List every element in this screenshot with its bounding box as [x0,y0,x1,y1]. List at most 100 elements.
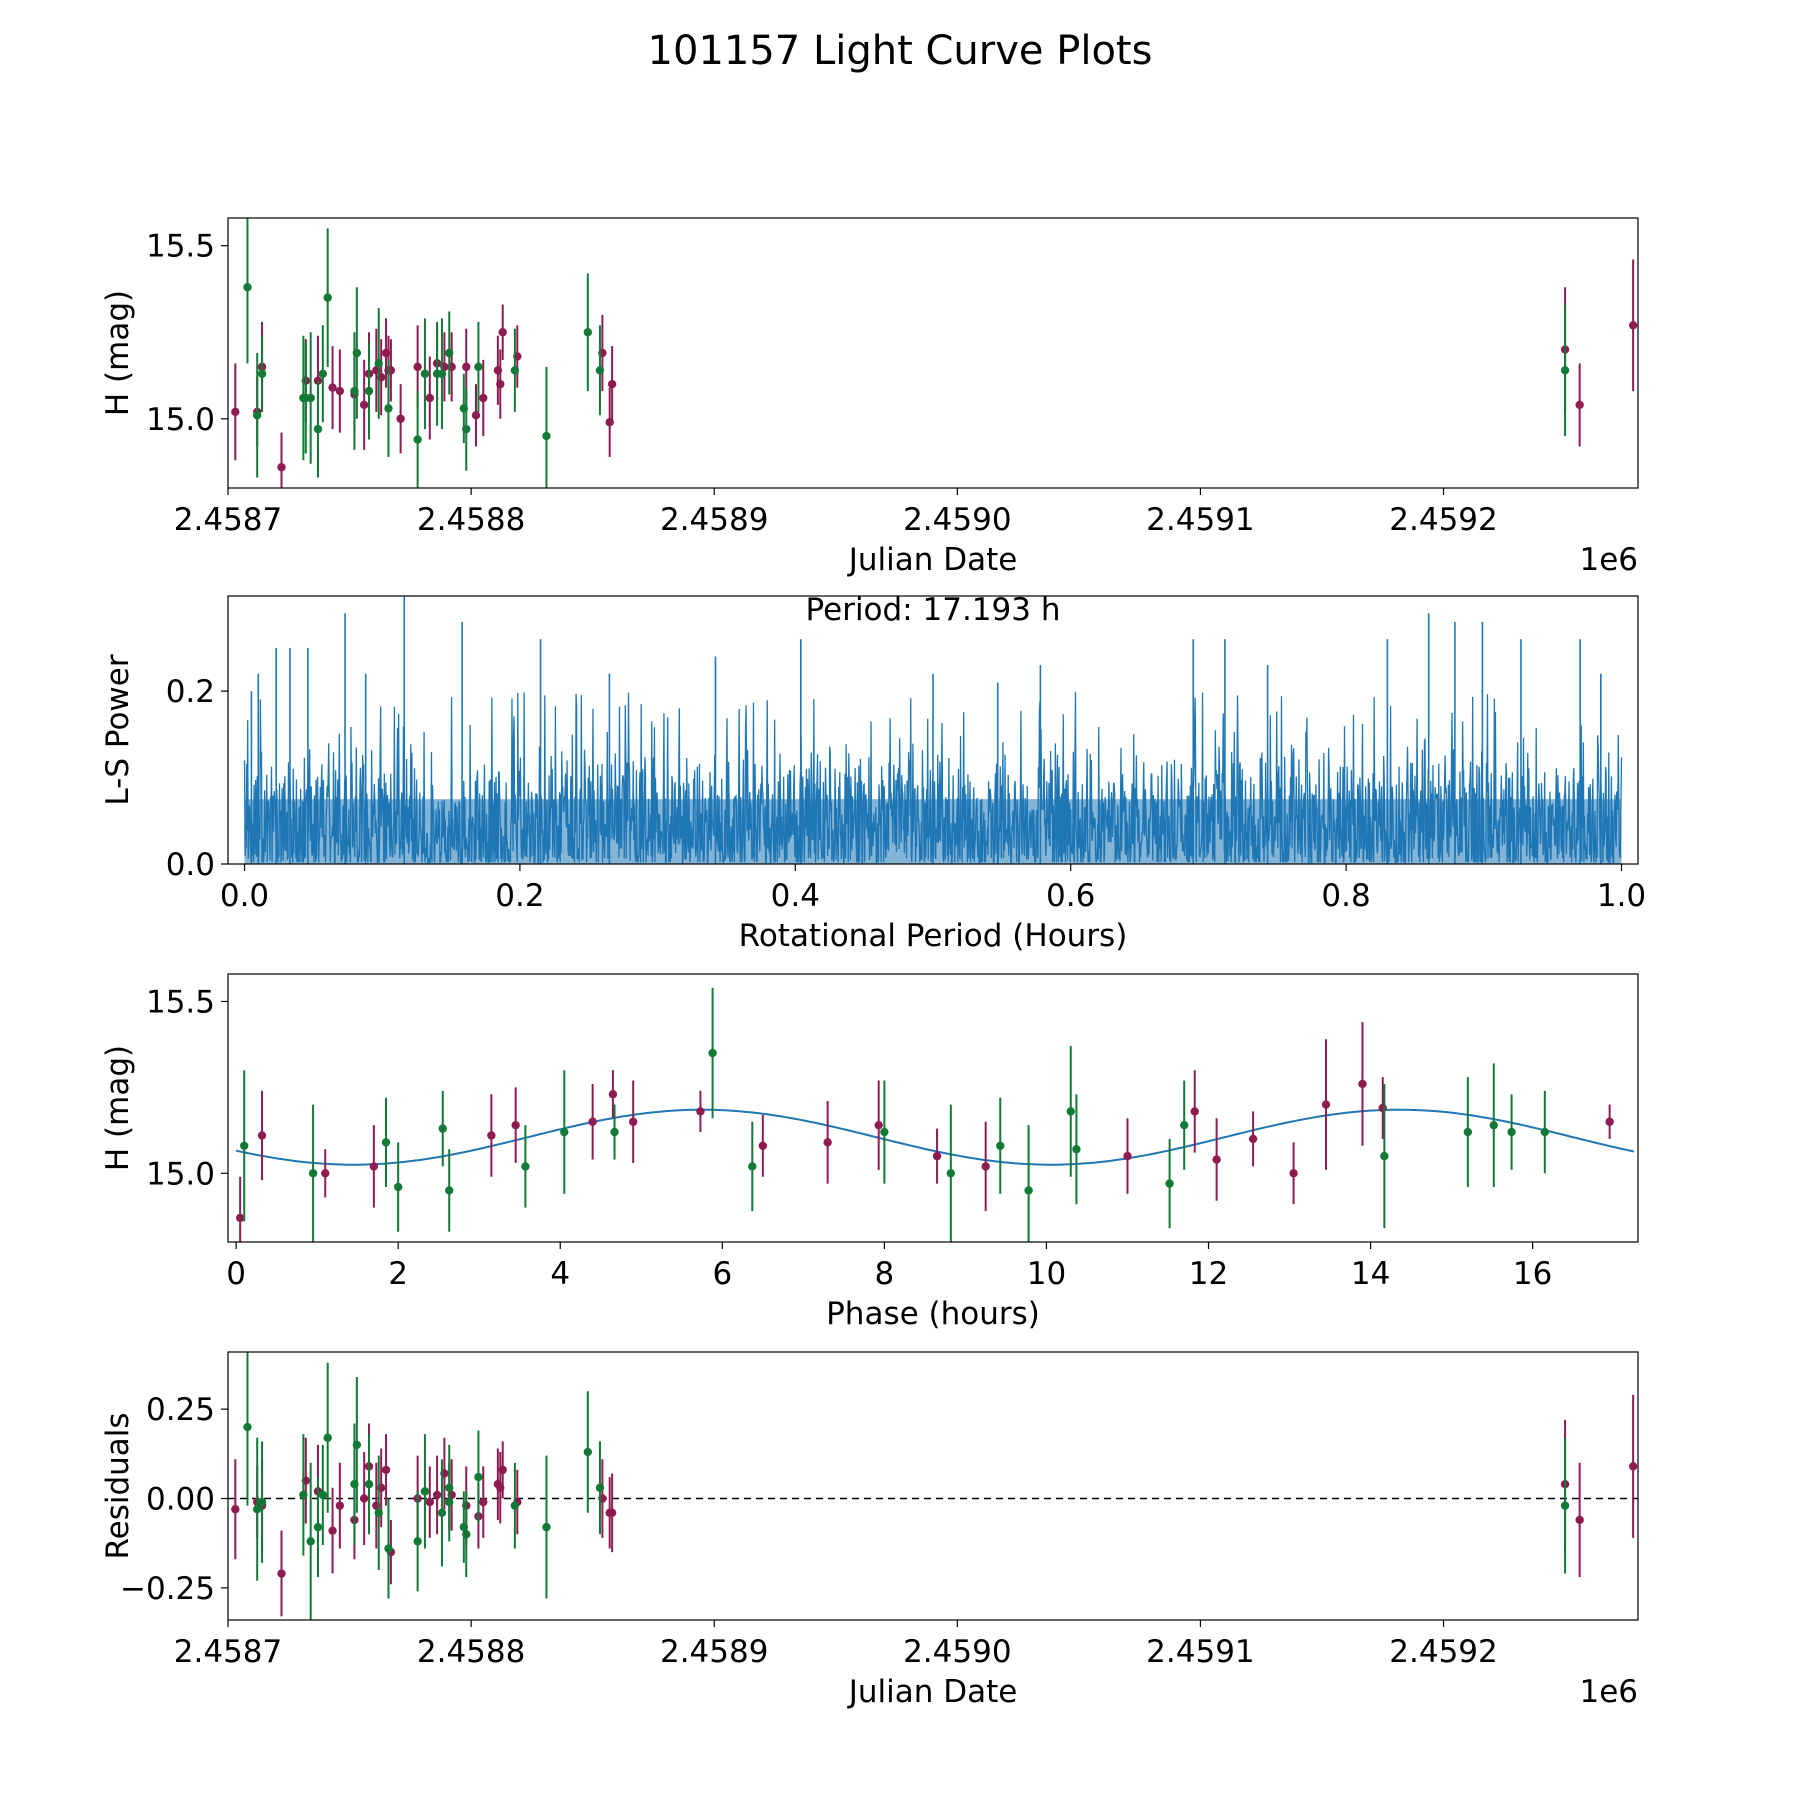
x-tick-label: 0 [226,1256,246,1292]
green-point [420,369,430,378]
green-point [413,435,422,444]
axes-frame [227,1351,1639,1621]
x-offset-text: 1e6 [1579,542,1638,578]
x-tick-label: 12 [1189,1256,1228,1292]
green-point [257,1497,267,1507]
y-tick-label: 15.0 [146,402,215,438]
x-tick-label: 2 [388,1256,408,1292]
magenta-point [1321,1100,1331,1109]
magenta-point [487,1131,496,1140]
green-point [374,359,383,368]
green-point [437,369,447,378]
x-tick-label: 2.4592 [1389,502,1497,538]
green-point [1540,1127,1550,1137]
green-point [542,431,551,441]
green-point [438,1124,447,1133]
magenta-point [1575,1515,1584,1525]
x-tick-label: 1.0 [1597,878,1646,914]
magenta-point [328,1526,337,1535]
magenta-point [479,393,488,403]
green-point [364,1480,374,1489]
green-point [313,1522,323,1532]
green-point [595,1483,605,1492]
panel-title: Period: 17.193 h [806,592,1061,628]
x-tick-label: 16 [1513,1256,1552,1292]
magenta-point [1190,1107,1199,1116]
x-tick-label: 2.4588 [417,502,525,538]
green-point [1380,1151,1389,1161]
x-tick-label: 6 [712,1256,732,1292]
green-point [364,386,374,396]
x-tick-label: 2.4591 [1146,502,1254,538]
green-point [420,1487,430,1496]
panel-periodogram: 0.0 0.2 0.4 0.6 0.8 1.0 0.0 0.2 Rotational Perio… [100,592,1646,954]
magenta-point [496,379,505,389]
magenta-point [425,393,434,403]
x-tick-label: 0.4 [771,878,820,914]
plot-area [243,596,1623,864]
green-point [996,1141,1005,1150]
plot-area [231,218,1638,488]
magenta-point [396,414,405,423]
x-tick-label: 2.4589 [660,1634,768,1670]
green-point [462,1530,471,1539]
magenta-point [1358,1079,1367,1089]
green-point [946,1169,956,1178]
green-point [1165,1179,1174,1188]
magenta-point [511,1120,520,1130]
magenta-point [1123,1151,1132,1161]
green-point [313,424,323,434]
panel-phased: 0 2 4 6 8 10 12 14 16 15.0 15.5 Phase (hours) H (mag… [100,973,1639,1332]
magenta-point [588,1117,597,1126]
green-point [323,293,332,302]
y-tick-label: −0.25 [120,1571,215,1607]
x-tick-label: 2.4588 [417,1634,525,1670]
green-point [1489,1120,1498,1130]
magenta-point [1378,1103,1387,1113]
green-point [374,1508,383,1518]
green-point [1024,1186,1033,1195]
x-tick-label: 2.4587 [174,1634,282,1670]
axes-frame [227,973,1639,1243]
green-point [243,1422,252,1432]
magenta-point [432,1490,442,1500]
x-axis-label: Phase (hours) [826,1296,1040,1332]
green-point [1560,1501,1570,1510]
magenta-point [607,1508,617,1518]
magenta-point [471,411,481,420]
magenta-point [1289,1169,1298,1178]
green-point [323,1433,332,1442]
green-point [1463,1127,1473,1137]
magenta-point [462,362,471,372]
magenta-point [628,1117,638,1126]
magenta-point [1248,1134,1258,1144]
green-point [437,1508,447,1518]
y-tick-label: 15.5 [146,229,215,265]
y-axis-label: Residuals [100,1412,136,1559]
magenta-point [328,383,337,392]
y-axis-label: L-S Power [100,654,136,805]
axes-frame [227,217,1639,489]
ls-power-band [244,799,1622,864]
magenta-point [1212,1155,1221,1164]
axes-frame [227,595,1639,865]
magenta-point [1628,321,1638,330]
green-point [542,1522,551,1532]
green-point [306,393,315,403]
x-offset-text: 1e6 [1579,1674,1638,1710]
green-point [610,1127,619,1137]
y-tick-label: 0.0 [166,847,215,883]
x-tick-label: 8 [875,1256,895,1292]
panel-residuals: 2.4587 2.4588 2.4589 2.4590 2.4591 2.4592 0.25… [100,1351,1639,1710]
green-point [413,1537,422,1546]
green-point [318,369,328,378]
x-tick-label: 2.4590 [903,502,1011,538]
panel-lightcurve: 2.4587 2.4588 2.4589 2.4590 2.4591 2.4592 15.0… [100,217,1639,578]
magenta-point [425,1497,434,1507]
green-point [595,366,605,375]
magenta-point [758,1141,768,1150]
x-tick-label: 0.0 [220,878,269,914]
green-point [462,424,471,434]
plot-area [228,1352,1638,1620]
